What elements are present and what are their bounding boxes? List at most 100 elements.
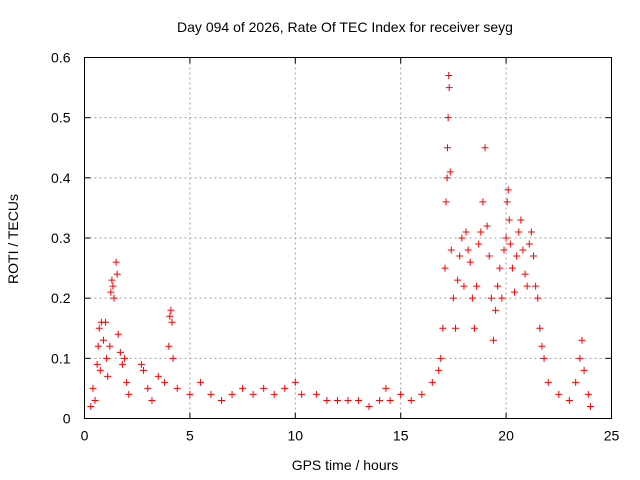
data-point-marker [441, 264, 449, 272]
data-point-marker [103, 354, 111, 362]
data-point-marker [515, 228, 523, 236]
data-point-marker [355, 396, 363, 404]
data-point-marker [218, 396, 226, 404]
data-point-marker [586, 402, 594, 410]
data-point-marker [270, 390, 278, 398]
data-point-marker [96, 366, 104, 374]
data-point-marker [460, 282, 468, 290]
data-point-marker [530, 252, 538, 260]
data-point-marker [107, 288, 115, 296]
data-point-marker [452, 324, 460, 332]
data-point-marker [104, 372, 112, 380]
data-point-marker [108, 276, 116, 284]
data-point-marker [168, 318, 176, 326]
data-point-marker [281, 384, 289, 392]
data-point-marker [544, 378, 552, 386]
data-point-marker [437, 354, 445, 362]
data-point-marker [382, 384, 390, 392]
data-point-marker [196, 378, 204, 386]
data-point-marker [572, 378, 580, 386]
data-point-marker [407, 396, 415, 404]
data-point-marker [442, 198, 450, 206]
data-point-marker [167, 306, 175, 314]
data-point-marker [498, 294, 506, 302]
data-point-marker [443, 174, 451, 182]
data-point-marker [123, 378, 131, 386]
data-point-marker [454, 276, 462, 284]
data-point-marker [386, 396, 394, 404]
x-axis-label: GPS time / hours [292, 457, 399, 473]
data-point-marker [536, 324, 544, 332]
data-point-marker [445, 72, 453, 80]
data-point-marker [511, 288, 519, 296]
data-point-marker [94, 342, 102, 350]
data-point-marker [532, 282, 540, 290]
plot-frame [84, 57, 612, 419]
data-point-marker [112, 258, 120, 266]
data-point-marker [449, 294, 457, 302]
data-point-marker [458, 234, 466, 242]
data-points [87, 72, 594, 410]
chart-title: Day 094 of 2026, Rate Of TEC Index for r… [177, 19, 513, 35]
data-point-marker [584, 390, 592, 398]
data-point-marker [456, 252, 464, 260]
data-point-marker [109, 282, 117, 290]
y-tick-label: 0.1 [51, 350, 71, 366]
data-point-marker [228, 390, 236, 398]
data-point-marker [169, 354, 177, 362]
data-point-marker [500, 246, 508, 254]
data-point-marker [523, 282, 531, 290]
data-point-marker [376, 396, 384, 404]
data-point-marker [239, 384, 247, 392]
data-point-marker [565, 396, 573, 404]
data-point-marker [473, 282, 481, 290]
data-point-marker [435, 366, 443, 374]
data-point-marker [95, 324, 103, 332]
data-point-marker [475, 240, 483, 248]
data-point-marker [207, 390, 215, 398]
data-point-marker [578, 336, 586, 344]
x-tick-label: 0 [81, 428, 89, 444]
grid-lines [84, 57, 612, 419]
data-point-marker [249, 390, 257, 398]
data-point-marker [260, 384, 268, 392]
data-point-marker [106, 342, 114, 350]
data-point-marker [505, 216, 513, 224]
data-point-marker [439, 324, 447, 332]
data-point-marker [485, 252, 493, 260]
data-point-marker [576, 354, 584, 362]
data-point-marker [323, 396, 331, 404]
data-point-marker [481, 144, 489, 152]
data-point-marker [102, 318, 110, 326]
data-point-marker [418, 390, 426, 398]
y-tick-label: 0.6 [51, 50, 71, 66]
data-point-marker [365, 402, 373, 410]
data-point-marker [99, 336, 107, 344]
data-point-marker [540, 354, 548, 362]
data-point-marker [496, 264, 504, 272]
y-tick-label: 0.2 [51, 290, 71, 306]
data-point-marker [521, 270, 529, 278]
data-point-marker [121, 354, 129, 362]
y-tick-label: 0.5 [51, 110, 71, 126]
data-point-marker [446, 168, 454, 176]
data-point-marker [118, 360, 126, 368]
data-point-marker [502, 234, 510, 242]
data-point-marker [298, 390, 306, 398]
data-point-marker [479, 198, 487, 206]
data-point-marker [470, 324, 478, 332]
axis-ticks [84, 57, 612, 419]
data-point-marker [154, 372, 162, 380]
data-point-marker [113, 270, 121, 278]
x-tick-label: 15 [393, 428, 409, 444]
data-point-marker [116, 348, 124, 356]
data-point-marker [93, 360, 101, 368]
data-point-marker [464, 246, 472, 254]
tick-labels: 0 5 10 15 20 25 0 0.1 0.2 0.3 0.4 0.5 0.6 [51, 50, 619, 444]
y-tick-label: 0.4 [51, 170, 71, 186]
data-point-marker [161, 378, 169, 386]
data-point-marker [186, 390, 194, 398]
data-point-marker [165, 342, 173, 350]
data-point-marker [527, 228, 535, 236]
y-axis-label: ROTI / TECUs [5, 194, 21, 284]
